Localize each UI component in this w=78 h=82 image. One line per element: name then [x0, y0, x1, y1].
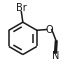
Text: Br: Br — [16, 3, 27, 13]
Text: O: O — [45, 25, 53, 35]
Text: N: N — [52, 51, 59, 61]
